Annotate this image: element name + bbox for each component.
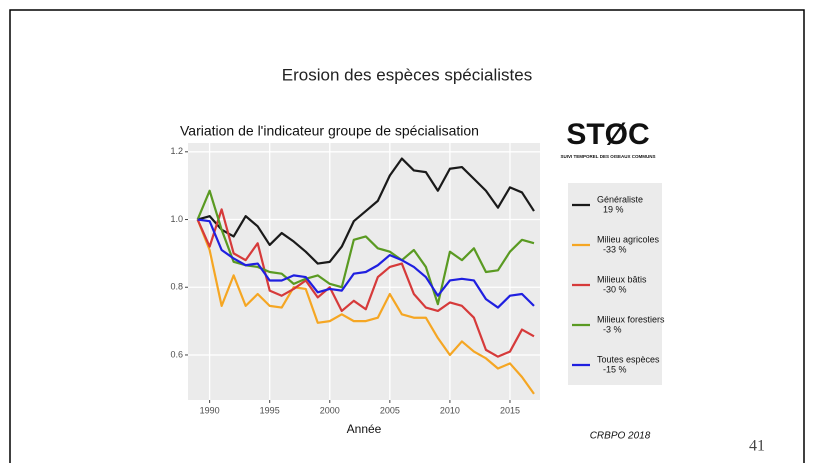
x-tick-label: 2010 [440,405,460,415]
source: CRBPO 2018 [590,431,651,442]
x-tick-label: 2000 [320,405,340,415]
series-line [196,189,535,306]
legend-note: -15 % [603,364,627,374]
series-line [196,208,535,358]
legend-label: Milieu agricoles [597,234,660,244]
logo-title: STØC [566,118,649,151]
x-tick-label: 2015 [500,405,520,415]
legend-label: Milieux bâtis [597,274,647,284]
series-line [196,219,535,395]
legend-note: -3 % [603,324,622,334]
x-axis-label: Année [347,422,382,436]
y-tick-label: 1.0 [170,214,183,224]
x-tick-label: 2005 [380,405,400,415]
legend-note: -30 % [603,284,627,294]
series-line [197,218,535,309]
slide-frame [9,9,805,463]
y-tick-label: 0.6 [170,349,183,359]
legend-label: Généraliste [597,194,643,204]
legend-label: Milieux forestiers [597,314,665,324]
y-tick-label: 1.2 [170,146,183,156]
x-tick-label: 1990 [200,405,220,415]
slide-title: Erosion des espèces spécialistes [282,65,532,84]
series-line [197,157,535,265]
legend-label: Toutes espèces [597,354,660,364]
legend-note: 19 % [603,204,624,214]
logo-subtitle: SUIVI TEMPOREL DES OISEAUX COMMUNS [561,154,656,159]
x-tick-label: 1995 [260,405,280,415]
y-tick-label: 0.8 [170,282,183,292]
legend-note: -33 % [603,244,627,254]
page-number: 41 [749,438,765,455]
chart-title: Variation de l'indicateur groupe de spéc… [180,123,479,139]
